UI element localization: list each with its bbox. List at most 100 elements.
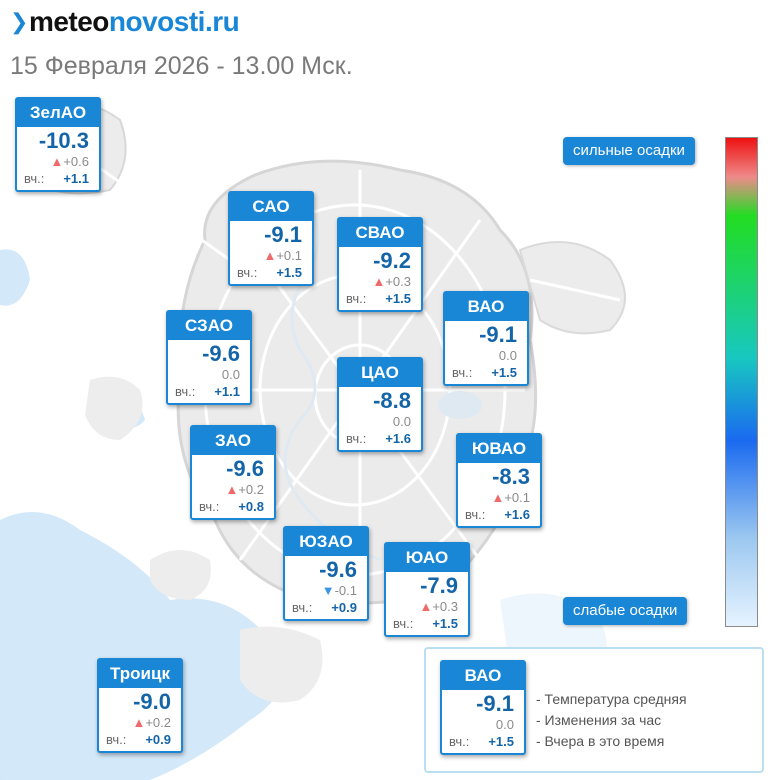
change-value: -0.1: [334, 583, 357, 598]
temperature: -8.3: [492, 464, 530, 489]
temperature: -9.6: [202, 341, 240, 366]
yesterday-label: вч.:: [465, 507, 486, 522]
district-card[interactable]: Троицк -9.0 ▲+0.2 вч.: +0.9: [97, 658, 183, 753]
hourly-change: ▲+0.6: [17, 154, 99, 170]
yesterday-row: вч.: +1.5: [230, 264, 312, 284]
district-name: ЗАО: [192, 427, 274, 455]
district-name: ЮЗАО: [285, 528, 367, 556]
legend-descriptions: - Температура средняя - Изменения за час…: [536, 689, 687, 752]
yesterday-value: +1.5: [276, 265, 302, 280]
change-value: +0.2: [238, 482, 264, 497]
district-name: ВАО: [442, 662, 524, 690]
scale-top-label: сильные осадки: [563, 137, 695, 165]
brand-logo[interactable]: ❯meteonovosti.ru: [10, 6, 240, 38]
district-name: САО: [230, 193, 312, 221]
yesterday-value: +0.9: [331, 600, 357, 615]
temperature: -9.6: [319, 557, 357, 582]
change-value: 0.0: [392, 414, 411, 429]
change-value: +0.6: [63, 154, 89, 169]
change-value: +0.3: [432, 599, 458, 614]
change-value: +0.2: [145, 715, 171, 730]
district-card[interactable]: ВАО -9.1 0.0 вч.: +1.5: [443, 291, 529, 386]
trend-down-icon: ▼: [321, 583, 335, 598]
district-card[interactable]: ЮВАО -8.3 ▲+0.1 вч.: +1.6: [456, 433, 542, 528]
yesterday-label: вч.:: [346, 431, 367, 446]
district-name: СВАО: [339, 219, 421, 247]
hourly-change: 0.0: [168, 367, 250, 383]
yesterday-row: вч.: +1.6: [458, 506, 540, 526]
change-value: 0.0: [498, 348, 517, 363]
yesterday-label: вч.:: [199, 499, 220, 514]
temperature: -8.8: [373, 388, 411, 413]
change-value: 0.0: [495, 717, 514, 732]
trend-up-icon: ▲: [50, 154, 64, 169]
trend-up-icon: ▲: [132, 715, 146, 730]
yesterday-label: вч.:: [452, 365, 473, 380]
district-card[interactable]: СВАО -9.2 ▲+0.3 вч.: +1.5: [337, 217, 423, 312]
yesterday-row: вч.: +0.9: [285, 599, 367, 619]
trend-up-icon: ▲: [225, 482, 239, 497]
hourly-change: ▲+0.3: [339, 274, 421, 290]
change-value: +0.3: [385, 274, 411, 289]
legend-example-card: ВАО -9.1 0.0 вч.: +1.5: [440, 660, 526, 755]
yesterday-row: вч.: +1.5: [339, 290, 421, 310]
yesterday-value: +1.5: [432, 616, 458, 631]
yesterday-row: вч.: +0.8: [192, 498, 274, 518]
temperature: -9.0: [133, 689, 171, 714]
yesterday-value: +1.1: [63, 171, 89, 186]
yesterday-row: вч.: +1.5: [386, 615, 468, 635]
district-name: ЮВАО: [458, 435, 540, 463]
legend-line-change: - Изменения за час: [536, 712, 662, 728]
district-card[interactable]: ЗелАО -10.3 ▲+0.6 вч.: +1.1: [15, 97, 101, 192]
lake: [438, 391, 482, 419]
yesterday-row: вч.: +1.1: [168, 383, 250, 403]
yesterday-label: вч.:: [449, 734, 470, 749]
legend: ВАО -9.1 0.0 вч.: +1.5 - Температура сре…: [424, 647, 764, 773]
logo-icon: ❯: [10, 9, 28, 34]
district-card[interactable]: САО -9.1 ▲+0.1 вч.: +1.5: [228, 191, 314, 286]
yesterday-value: +1.5: [488, 734, 514, 749]
district-name: СЗАО: [168, 312, 250, 340]
district-card[interactable]: ЮАО -7.9 ▲+0.3 вч.: +1.5: [384, 542, 470, 637]
scale-bottom-label: слабые осадки: [563, 597, 688, 625]
hourly-change: 0.0: [339, 414, 421, 430]
precipitation-color-scale: [725, 137, 758, 627]
district-name: ЗелАО: [17, 99, 99, 127]
district-card[interactable]: ЦАО -8.8 0.0 вч.: +1.6: [337, 357, 423, 452]
hourly-change: ▼-0.1: [285, 583, 367, 599]
temperature: -9.1: [476, 691, 514, 716]
yesterday-row: вч.: +1.6: [339, 430, 421, 450]
trend-up-icon: ▲: [491, 490, 505, 505]
yesterday-row: вч.: +1.5: [442, 733, 524, 753]
yesterday-value: +0.9: [145, 732, 171, 747]
yesterday-label: вч.:: [346, 291, 367, 306]
brand-prefix: meteo: [28, 6, 109, 37]
temperature: -9.2: [373, 248, 411, 273]
district-card[interactable]: ЗАО -9.6 ▲+0.2 вч.: +0.8: [190, 425, 276, 520]
hourly-change: 0.0: [445, 348, 527, 364]
yesterday-value: +1.6: [385, 431, 411, 446]
legend-line-temperature: - Температура средняя: [536, 691, 687, 707]
yesterday-value: +0.8: [238, 499, 264, 514]
district-name: Троицк: [99, 660, 181, 688]
hourly-change: ▲+0.3: [386, 599, 468, 615]
yesterday-label: вч.:: [106, 732, 127, 747]
district-card[interactable]: СЗАО -9.6 0.0 вч.: +1.1: [166, 310, 252, 405]
yesterday-row: вч.: +1.1: [17, 170, 99, 190]
yesterday-row: вч.: +0.9: [99, 731, 181, 751]
district-name: ЮАО: [386, 544, 468, 572]
yesterday-label: вч.:: [237, 265, 258, 280]
hourly-change: 0.0: [442, 717, 524, 733]
hourly-change: ▲+0.2: [192, 482, 274, 498]
change-value: +0.1: [276, 248, 302, 263]
temperature: -7.9: [420, 573, 458, 598]
district-card[interactable]: ЮЗАО -9.6 ▼-0.1 вч.: +0.9: [283, 526, 369, 621]
change-value: 0.0: [221, 367, 240, 382]
temperature: -9.1: [264, 222, 302, 247]
temperature: -9.6: [226, 456, 264, 481]
yesterday-row: вч.: +1.5: [445, 364, 527, 384]
yesterday-label: вч.:: [393, 616, 414, 631]
yesterday-value: +1.5: [491, 365, 517, 380]
hourly-change: ▲+0.1: [230, 248, 312, 264]
yesterday-value: +1.5: [385, 291, 411, 306]
